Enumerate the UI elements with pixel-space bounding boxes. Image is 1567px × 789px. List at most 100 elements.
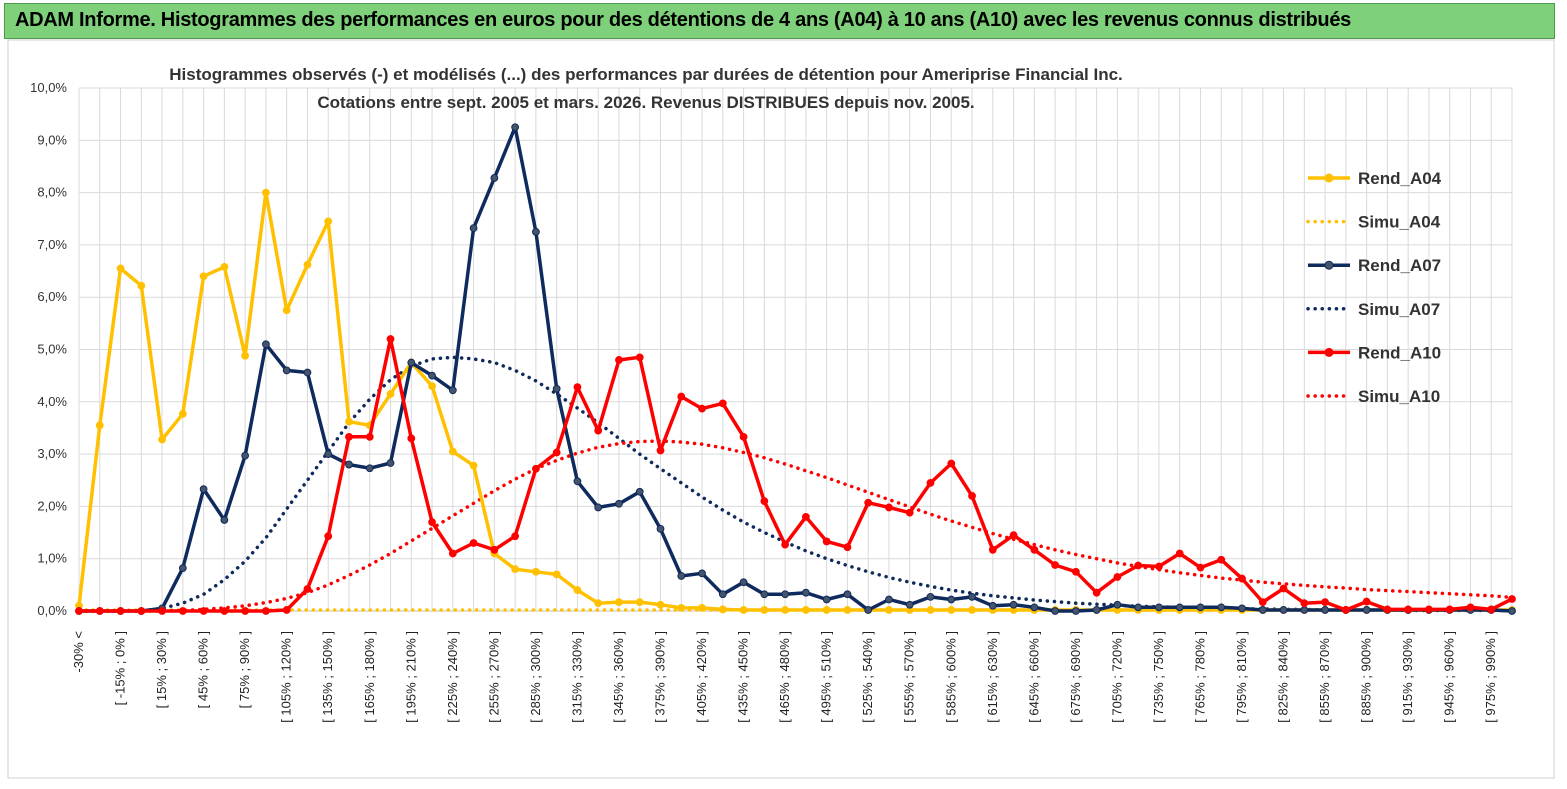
data-point: [1196, 563, 1205, 572]
x-tick-label: [ 405% ; 420% ]: [694, 631, 709, 723]
data-point: [282, 366, 291, 375]
data-point: [1279, 606, 1288, 614]
x-tick-label: [ 315% ; 330% ]: [569, 631, 584, 723]
data-point: [1175, 549, 1184, 558]
x-tick-label: [ 255% ; 270% ]: [486, 631, 501, 723]
data-point: [635, 598, 644, 607]
data-point: [698, 404, 706, 413]
data-point: [262, 607, 270, 615]
data-point: [552, 570, 561, 579]
data-point: [345, 460, 353, 469]
data-point: [490, 174, 499, 182]
legend-label: Simu_A04: [1358, 213, 1441, 232]
x-tick-label: [ 135% ; 150% ]: [320, 631, 335, 723]
data-point: [718, 399, 727, 408]
data-point: [1238, 604, 1246, 613]
x-tick-label: [ -15% ; 0% ]: [113, 631, 128, 705]
data-point: [864, 606, 873, 614]
data-point: [1134, 603, 1143, 612]
report-title: ADAM Informe. Histogrammes des performan…: [15, 9, 1351, 31]
data-point: [1071, 567, 1080, 576]
data-point: [843, 543, 852, 552]
data-point: [594, 426, 603, 435]
legend-item-rend-a04: Rend_A04: [1308, 169, 1442, 188]
data-point: [428, 382, 436, 391]
y-tick-label: 0,0%: [37, 603, 67, 618]
data-point: [1300, 599, 1309, 608]
data-point: [698, 603, 706, 612]
data-point: [469, 539, 478, 547]
data-point: [1466, 603, 1475, 612]
data-point: [801, 606, 810, 614]
data-point: [345, 417, 353, 426]
data-point: [885, 606, 893, 614]
data-point: [1300, 606, 1309, 614]
data-point: [968, 492, 976, 500]
x-tick-label: [ 285% ; 300% ]: [528, 631, 543, 723]
data-point: [1113, 573, 1122, 581]
data-point: [241, 451, 250, 460]
data-point: [1341, 606, 1350, 614]
data-point: [448, 549, 457, 558]
data-point: [199, 485, 208, 494]
data-point: [1279, 584, 1288, 593]
data-point: [1155, 603, 1163, 612]
x-tick-label: [ 795% ; 810% ]: [1234, 631, 1249, 723]
data-point: [885, 595, 893, 604]
data-point: [365, 432, 374, 441]
data-point: [822, 606, 831, 614]
data-point: [822, 595, 831, 604]
data-point: [1175, 603, 1184, 612]
y-tick-label: 1,0%: [37, 551, 67, 566]
data-point: [469, 461, 478, 470]
data-point: [448, 386, 457, 395]
data-point: [988, 545, 997, 554]
series-simu-a10: [77, 439, 1514, 613]
data-point: [137, 607, 146, 615]
data-point: [801, 588, 810, 597]
data-point: [594, 599, 603, 608]
data-point: [178, 607, 187, 615]
x-tick-label: [ 15% ; 30% ]: [154, 631, 169, 708]
data-point: [1258, 606, 1267, 614]
data-point: [1092, 606, 1101, 614]
data-point: [656, 600, 665, 609]
data-point: [116, 607, 125, 615]
data-point: [137, 281, 146, 290]
y-tick-label: 5,0%: [37, 342, 67, 357]
legend-label: Simu_A10: [1358, 387, 1440, 406]
y-tick-label: 9,0%: [37, 132, 67, 147]
x-tick-label: [ 345% ; 360% ]: [611, 631, 626, 723]
data-point: [1051, 607, 1060, 615]
data-point: [698, 569, 706, 578]
legend-label: Rend_A07: [1358, 256, 1441, 275]
legend-item-simu-a04: Simu_A04: [1306, 213, 1441, 232]
series-layer: [75, 123, 1516, 615]
legend-item-rend-a07: Rend_A07: [1308, 256, 1441, 275]
x-tick-label: [ 105% ; 120% ]: [279, 631, 294, 723]
x-tick-label: [ 525% ; 540% ]: [860, 631, 875, 723]
data-point: [282, 306, 291, 315]
data-point: [1217, 555, 1226, 564]
data-point: [781, 590, 790, 599]
data-point: [303, 260, 312, 269]
data-point: [573, 586, 582, 594]
data-point: [241, 351, 250, 360]
data-point: [345, 432, 353, 441]
data-point: [407, 434, 416, 443]
data-point: [718, 590, 727, 599]
data-point: [531, 227, 540, 236]
data-point: [158, 435, 166, 444]
data-point: [926, 606, 935, 614]
data-point: [428, 518, 436, 526]
x-tick-label: [ 975% ; 990% ]: [1483, 631, 1498, 723]
x-tick-label: [ 645% ; 660% ]: [1026, 631, 1041, 723]
x-tick-label: [ 75% ; 90% ]: [237, 631, 252, 708]
x-tick-label: [ 765% ; 780% ]: [1192, 631, 1207, 723]
data-point: [594, 503, 603, 512]
data-point: [324, 450, 333, 459]
y-tick-label: 7,0%: [37, 237, 67, 252]
data-point: [739, 432, 748, 441]
data-point: [1071, 607, 1080, 615]
data-point: [1487, 605, 1496, 614]
